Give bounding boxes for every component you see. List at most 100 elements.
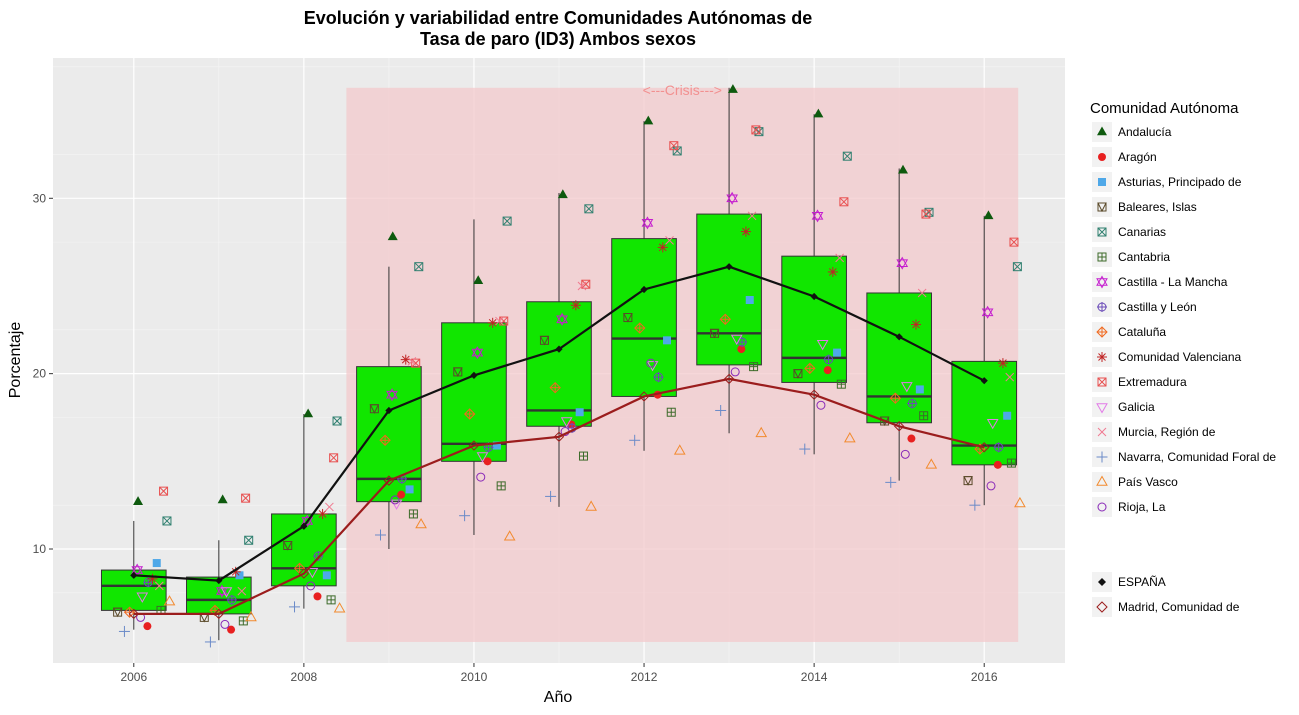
crisis-label: <---Crisis---> <box>643 82 722 98</box>
point-sq_x <box>921 209 931 219</box>
point-circle_plus <box>1097 302 1107 312</box>
legend-title: Comunidad Autónoma <box>1090 100 1239 117</box>
x-tick-label: 2014 <box>801 670 828 684</box>
point-x <box>1097 427 1107 437</box>
point-circle_plus <box>907 398 918 409</box>
legend-label: País Vasco <box>1118 475 1178 489</box>
point-sq_tri <box>709 328 720 339</box>
point-sq_tri <box>452 367 463 378</box>
point-x <box>577 281 587 291</box>
point-tri_down <box>390 499 403 510</box>
point-circle_open <box>1097 502 1107 512</box>
point-sq_x <box>332 416 342 426</box>
point-diamond_plus <box>463 408 476 420</box>
madrid-line <box>133 377 985 615</box>
point-asterisk <box>1097 352 1107 362</box>
point-x <box>325 502 334 512</box>
point-tri_down <box>816 340 829 351</box>
point-asterisk <box>400 354 411 365</box>
point-square <box>915 385 924 394</box>
point-sq_tri <box>1097 202 1107 213</box>
point-tri <box>387 231 398 241</box>
point-sq_x <box>584 204 594 214</box>
x-tick-label: 2006 <box>120 670 147 684</box>
point-star_david <box>131 563 144 577</box>
point-square <box>492 441 501 450</box>
point-plus <box>459 510 471 522</box>
point-sq_tri <box>282 541 293 551</box>
point-tri_open <box>1096 475 1108 486</box>
point-tri_down <box>476 452 489 463</box>
point-diamond_fill <box>725 263 733 271</box>
point-diamond_fill <box>130 571 138 579</box>
x-tick-label: 2008 <box>291 670 318 684</box>
point-tri_open <box>585 500 598 511</box>
point-star_david <box>471 346 484 360</box>
point-tri_down <box>220 587 233 598</box>
point-asterisk <box>657 242 668 253</box>
point-sq_plus <box>666 407 676 417</box>
point-sq_x <box>839 197 849 207</box>
legend-label: Madrid, Comunidad de <box>1118 600 1240 614</box>
legend-label: Andalucía <box>1118 125 1172 139</box>
line-layer <box>128 263 990 620</box>
point-tri_open <box>333 602 346 613</box>
point-tri_open <box>755 426 768 438</box>
point-sq_plus <box>1006 458 1016 468</box>
legend-key-box <box>1092 497 1112 517</box>
point-sq_plus <box>326 595 336 605</box>
point-diamond_plus <box>549 381 561 394</box>
point-square <box>405 485 414 494</box>
point-tri_open <box>245 610 257 622</box>
point-diamond_plus <box>634 322 646 334</box>
point-diamond_plus <box>889 392 902 404</box>
point-circle_open <box>900 449 910 459</box>
point-sq_x <box>1097 227 1107 237</box>
legend-label: Cantabria <box>1118 250 1170 264</box>
point-plus <box>204 636 216 648</box>
point-diamond_fill <box>810 292 818 301</box>
point-x <box>1005 372 1015 382</box>
legend-label: Castilla - La Mancha <box>1118 275 1228 289</box>
point-diamond_open <box>213 608 225 620</box>
point-circle_open <box>476 472 486 482</box>
point-sq_plus <box>578 451 588 461</box>
point-diamond_open <box>1096 601 1108 613</box>
axis-layer: 2006 2008 2010 2012 2014 2016 10 20 30 <box>33 191 998 684</box>
box-body <box>611 238 677 397</box>
point-diamond_fill <box>1098 578 1106 586</box>
point-circle_open <box>730 367 740 377</box>
point-tri_open <box>1014 496 1026 508</box>
point-tri_open <box>673 444 686 455</box>
point-tri <box>1097 126 1107 136</box>
point-circle <box>737 345 746 354</box>
point-tri <box>217 494 228 504</box>
point-sq_plus <box>749 362 759 372</box>
chart-title-line1: Evolución y variabilidad entre Comunidad… <box>304 8 812 28</box>
point-circle_open <box>986 481 996 491</box>
point-diamond_fill <box>980 377 988 385</box>
point-star_david <box>1096 275 1108 289</box>
point-square <box>575 408 584 417</box>
box-body <box>781 255 847 383</box>
point-tri_down <box>900 382 913 393</box>
legend-label: Aragón <box>1118 150 1157 164</box>
point-sq_x <box>672 146 682 156</box>
point-plus <box>629 434 641 446</box>
point-x <box>407 357 417 366</box>
point-square <box>152 559 161 568</box>
point-tri_open <box>843 432 856 443</box>
point-sq_x <box>1012 262 1022 272</box>
point-asterisk <box>740 226 751 237</box>
point-asterisk <box>911 319 922 330</box>
point-circle <box>823 366 832 375</box>
legend-label: Asturias, Principado de <box>1118 175 1242 189</box>
point-circle_open <box>816 400 826 410</box>
box-body <box>441 322 507 462</box>
point-x <box>495 316 504 326</box>
point-tri_down <box>986 418 999 430</box>
point-diamond_open <box>553 431 565 442</box>
point-diamond_plus <box>379 434 391 446</box>
point-sq_plus <box>408 509 418 519</box>
